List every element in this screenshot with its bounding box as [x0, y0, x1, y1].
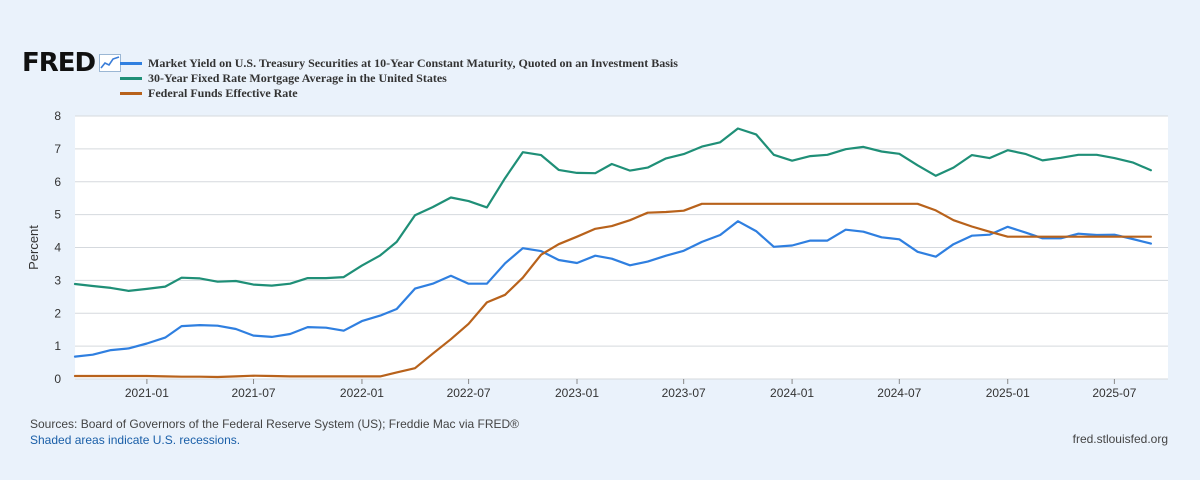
legend-item-fedfunds[interactable]: Federal Funds Effective Rate [120, 86, 678, 101]
chart-footer-notes: Sources: Board of Governors of the Feder… [30, 417, 519, 447]
x-tick-label: 2022-07 [447, 386, 491, 400]
y-tick-label: 2 [54, 306, 61, 320]
x-tick-label: 2025-01 [986, 386, 1030, 400]
y-tick-label: 5 [54, 208, 61, 222]
series-line-dgs10[interactable] [73, 220, 1153, 358]
series-line-mortgage[interactable] [73, 127, 1153, 292]
legend-swatch-mortgage [120, 77, 142, 80]
x-tick-label: 2024-07 [877, 386, 921, 400]
y-tick-label: 3 [54, 273, 61, 287]
y-tick-label: 6 [54, 175, 61, 189]
legend-item-dgs10[interactable]: Market Yield on U.S. Treasury Securities… [120, 56, 678, 71]
legend-swatch-dgs10 [120, 62, 142, 65]
x-tick-label: 2023-01 [555, 386, 599, 400]
y-tick-label: 7 [54, 142, 61, 156]
x-tick-label: 2024-01 [770, 386, 814, 400]
legend-label-dgs10: Market Yield on U.S. Treasury Securities… [148, 56, 678, 70]
legend-swatch-fedfunds [120, 92, 142, 95]
legend-label-fedfunds: Federal Funds Effective Rate [148, 86, 298, 100]
y-axis-label: Percent [26, 225, 41, 270]
x-tick-label: 2022-01 [340, 386, 384, 400]
sources-note: Sources: Board of Governors of the Feder… [30, 417, 520, 431]
x-tick-label: 2023-07 [662, 386, 706, 400]
fred-site-link[interactable]: fred.stlouisfed.org [1072, 432, 1168, 446]
x-tick-label: 2025-07 [1092, 386, 1136, 400]
y-tick-label: 8 [54, 109, 61, 123]
y-tick-label: 4 [54, 241, 61, 255]
chart-legend: Market Yield on U.S. Treasury Securities… [120, 56, 678, 101]
x-tick-label: 2021-01 [125, 386, 169, 400]
y-tick-label: 0 [54, 372, 61, 386]
legend-label-mortgage: 30-Year Fixed Rate Mortgage Average in t… [148, 71, 447, 85]
x-tick-label: 2021-07 [232, 386, 276, 400]
series-line-fedfunds[interactable] [73, 202, 1153, 379]
legend-item-mortgage[interactable]: 30-Year Fixed Rate Mortgage Average in t… [120, 71, 678, 86]
recession-note[interactable]: Shaded areas indicate U.S. recessions. [30, 433, 241, 447]
fred-wordmark: FRED [22, 48, 96, 78]
y-tick-label: 1 [54, 339, 61, 353]
